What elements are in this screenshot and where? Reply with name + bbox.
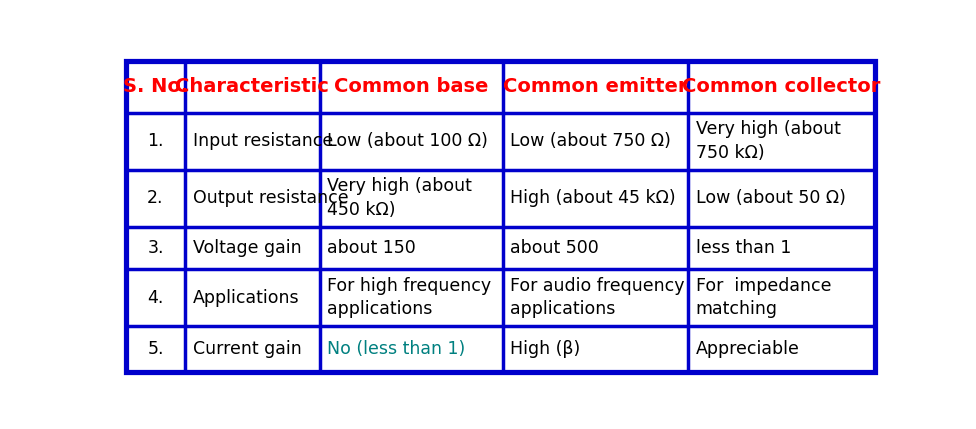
Text: 2.: 2.: [147, 189, 164, 207]
Text: 5.: 5.: [147, 340, 164, 358]
Text: Current gain: Current gain: [193, 340, 302, 358]
Text: Low (about 750 Ω): Low (about 750 Ω): [510, 132, 671, 150]
Text: Voltage gain: Voltage gain: [193, 239, 302, 257]
Text: For high frequency
applications: For high frequency applications: [327, 277, 491, 318]
Text: Common emitter: Common emitter: [504, 78, 688, 97]
Text: For audio frequency
applications: For audio frequency applications: [510, 277, 685, 318]
Text: Input resistance: Input resistance: [193, 132, 333, 150]
Text: Applications: Applications: [193, 289, 300, 307]
Text: less than 1: less than 1: [696, 239, 792, 257]
Text: Low (about 100 Ω): Low (about 100 Ω): [327, 132, 488, 150]
Text: Very high (about
450 kΩ): Very high (about 450 kΩ): [327, 178, 472, 219]
Text: Output resistance: Output resistance: [193, 189, 348, 207]
Text: Very high (about
750 kΩ): Very high (about 750 kΩ): [696, 120, 840, 162]
Text: about 150: about 150: [327, 239, 416, 257]
Text: 4.: 4.: [147, 289, 164, 307]
Text: S. No.: S. No.: [123, 78, 188, 97]
Text: Characteristic: Characteristic: [176, 78, 329, 97]
Text: Appreciable: Appreciable: [696, 340, 799, 358]
Text: 3.: 3.: [147, 239, 164, 257]
Text: For  impedance
matching: For impedance matching: [696, 277, 832, 318]
Text: Low (about 50 Ω): Low (about 50 Ω): [696, 189, 845, 207]
Text: No (less than 1): No (less than 1): [327, 340, 466, 358]
Text: 1.: 1.: [147, 132, 164, 150]
Text: about 500: about 500: [510, 239, 599, 257]
Text: Common collector: Common collector: [682, 78, 880, 97]
Text: Common base: Common base: [334, 78, 488, 97]
Text: High (about 45 kΩ): High (about 45 kΩ): [510, 189, 675, 207]
Text: High (β): High (β): [510, 340, 581, 358]
